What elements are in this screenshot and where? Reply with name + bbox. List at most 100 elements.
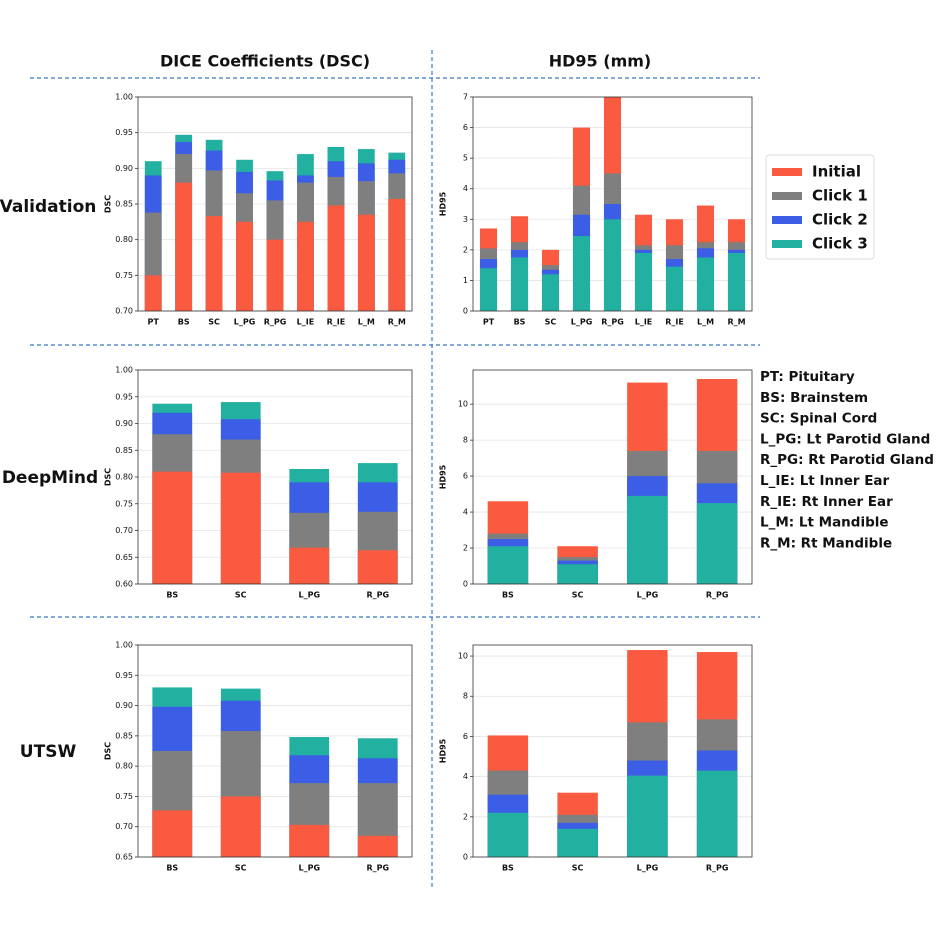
abbreviation: BS: Brainstem	[760, 390, 868, 406]
y-tick-label: 0.75	[115, 792, 133, 801]
bar	[327, 205, 345, 311]
x-tick-label: SC	[572, 591, 584, 600]
x-tick-label: BS	[166, 591, 178, 600]
y-tick-label: 0.70	[115, 526, 133, 535]
x-tick-label: R_PG	[264, 318, 287, 327]
x-tick-label: R_M	[727, 318, 745, 327]
column-header: DICE Coefficients (DSC)	[160, 52, 370, 71]
x-tick-label: PT	[148, 318, 160, 327]
plot: 0.60 0.65 0.70 0.75 0.80 0.85 0.90 0.95 1.00 DSC B…	[104, 366, 413, 600]
y-tick-label: 1.00	[115, 641, 133, 650]
plot: 0 2 4 6 8 10 HD95 BS SC L_PG R_PG	[439, 644, 753, 873]
bar	[175, 182, 193, 311]
y-tick-label: 0.65	[115, 553, 133, 562]
bar	[144, 275, 162, 311]
y-tick-label: 0	[463, 853, 468, 862]
y-tick-label: 0.85	[115, 446, 133, 455]
row-label: DeepMind	[2, 468, 98, 488]
y-tick-label: 0.95	[115, 671, 133, 680]
bar	[220, 472, 261, 584]
x-tick-label: L_PG	[571, 318, 593, 327]
y-tick-label: 2	[463, 544, 468, 553]
y-tick-label: 1.00	[115, 93, 133, 102]
bar	[487, 812, 529, 857]
y-tick-label: 1.00	[115, 366, 133, 375]
x-tick-label: PT	[483, 318, 495, 327]
bar	[357, 835, 398, 857]
y-tick-label: 0.95	[115, 392, 133, 401]
abbreviation: L_M: Lt Mandible	[760, 515, 889, 531]
y-tick-label: 10	[458, 652, 468, 661]
y-tick-label: 10	[458, 400, 468, 409]
x-tick-label: L_PG	[298, 864, 320, 873]
y-tick-label: 0.95	[115, 128, 133, 137]
row-label: UTSW	[20, 742, 77, 762]
y-tick-label: 0.75	[115, 499, 133, 508]
bar	[487, 546, 529, 584]
y-tick-label: 0.80	[115, 762, 133, 771]
y-axis-label: HD95	[439, 191, 448, 216]
abbreviation: SC: Spinal Cord	[760, 411, 877, 427]
bar	[572, 236, 591, 311]
x-tick-label: L_PG	[298, 591, 320, 600]
axes-frame	[472, 644, 753, 858]
legend-label: Initial	[812, 163, 861, 181]
legend-swatch	[772, 240, 802, 248]
x-tick-label: R_PG	[706, 591, 729, 600]
x-tick-label: R_PG	[706, 864, 729, 873]
bar	[479, 268, 498, 311]
x-tick-label: BS	[166, 864, 178, 873]
bar	[557, 828, 598, 857]
x-tick-label: R_M	[388, 318, 406, 327]
x-tick-label: L_IE	[635, 318, 653, 327]
y-tick-label: 0.65	[115, 853, 133, 862]
bar	[236, 221, 253, 311]
x-tick-label: SC	[545, 318, 557, 327]
y-tick-label: 0.90	[115, 419, 133, 428]
axes-frame	[137, 369, 413, 585]
legend-swatch	[772, 216, 802, 224]
abbreviation: L_PG: Lt Parotid Gland	[760, 431, 930, 447]
dividers	[30, 50, 760, 890]
x-tick-label: R_IE	[327, 318, 346, 327]
legend-label: Click 2	[812, 211, 868, 229]
x-tick-label: R_PG	[366, 864, 389, 873]
axes-frame	[472, 369, 753, 585]
legend-label: Click 1	[812, 187, 868, 205]
plot: 0.65 0.70 0.75 0.80 0.85 0.90 0.95 1.00 DSC BS SC L…	[104, 641, 413, 873]
y-tick-label: 0.90	[115, 701, 133, 710]
x-tick-label: R_PG	[601, 318, 624, 327]
bar	[727, 252, 746, 311]
y-tick-label: 0.85	[115, 200, 133, 209]
y-tick-label: 8	[463, 692, 468, 701]
abbreviation: PT: Pituitary	[760, 369, 855, 385]
x-tick-label: L_PG	[234, 318, 256, 327]
bar	[152, 810, 193, 857]
x-tick-label: R_IE	[665, 318, 684, 327]
bar	[696, 257, 715, 311]
y-tick-label: 0.85	[115, 731, 133, 740]
bar	[510, 257, 529, 311]
bar	[297, 221, 314, 311]
bar	[357, 550, 398, 584]
y-tick-label: 0.70	[115, 307, 133, 316]
bar	[696, 770, 738, 857]
x-tick-label: SC	[208, 318, 220, 327]
legend-frame	[765, 154, 875, 260]
y-tick-label: 6	[463, 732, 468, 741]
bar	[266, 239, 284, 311]
axes-frame	[137, 644, 413, 858]
bar	[665, 266, 684, 311]
y-tick-label: 0.80	[115, 473, 133, 482]
plot: 0.70 0.75 0.80 0.85 0.90 0.95 1.00 DSC PT BS SC L_P…	[104, 93, 413, 327]
y-tick-label: 7	[463, 93, 468, 102]
bar	[289, 547, 330, 584]
axes-frame	[472, 96, 753, 312]
legend-swatch	[772, 192, 802, 200]
y-axis-label: DSC	[104, 195, 113, 213]
x-tick-label: L_PG	[637, 864, 659, 873]
legend-label: Click 3	[812, 235, 868, 253]
bar	[388, 199, 406, 311]
abbreviation: R_IE: Rt Inner Ear	[760, 494, 893, 510]
